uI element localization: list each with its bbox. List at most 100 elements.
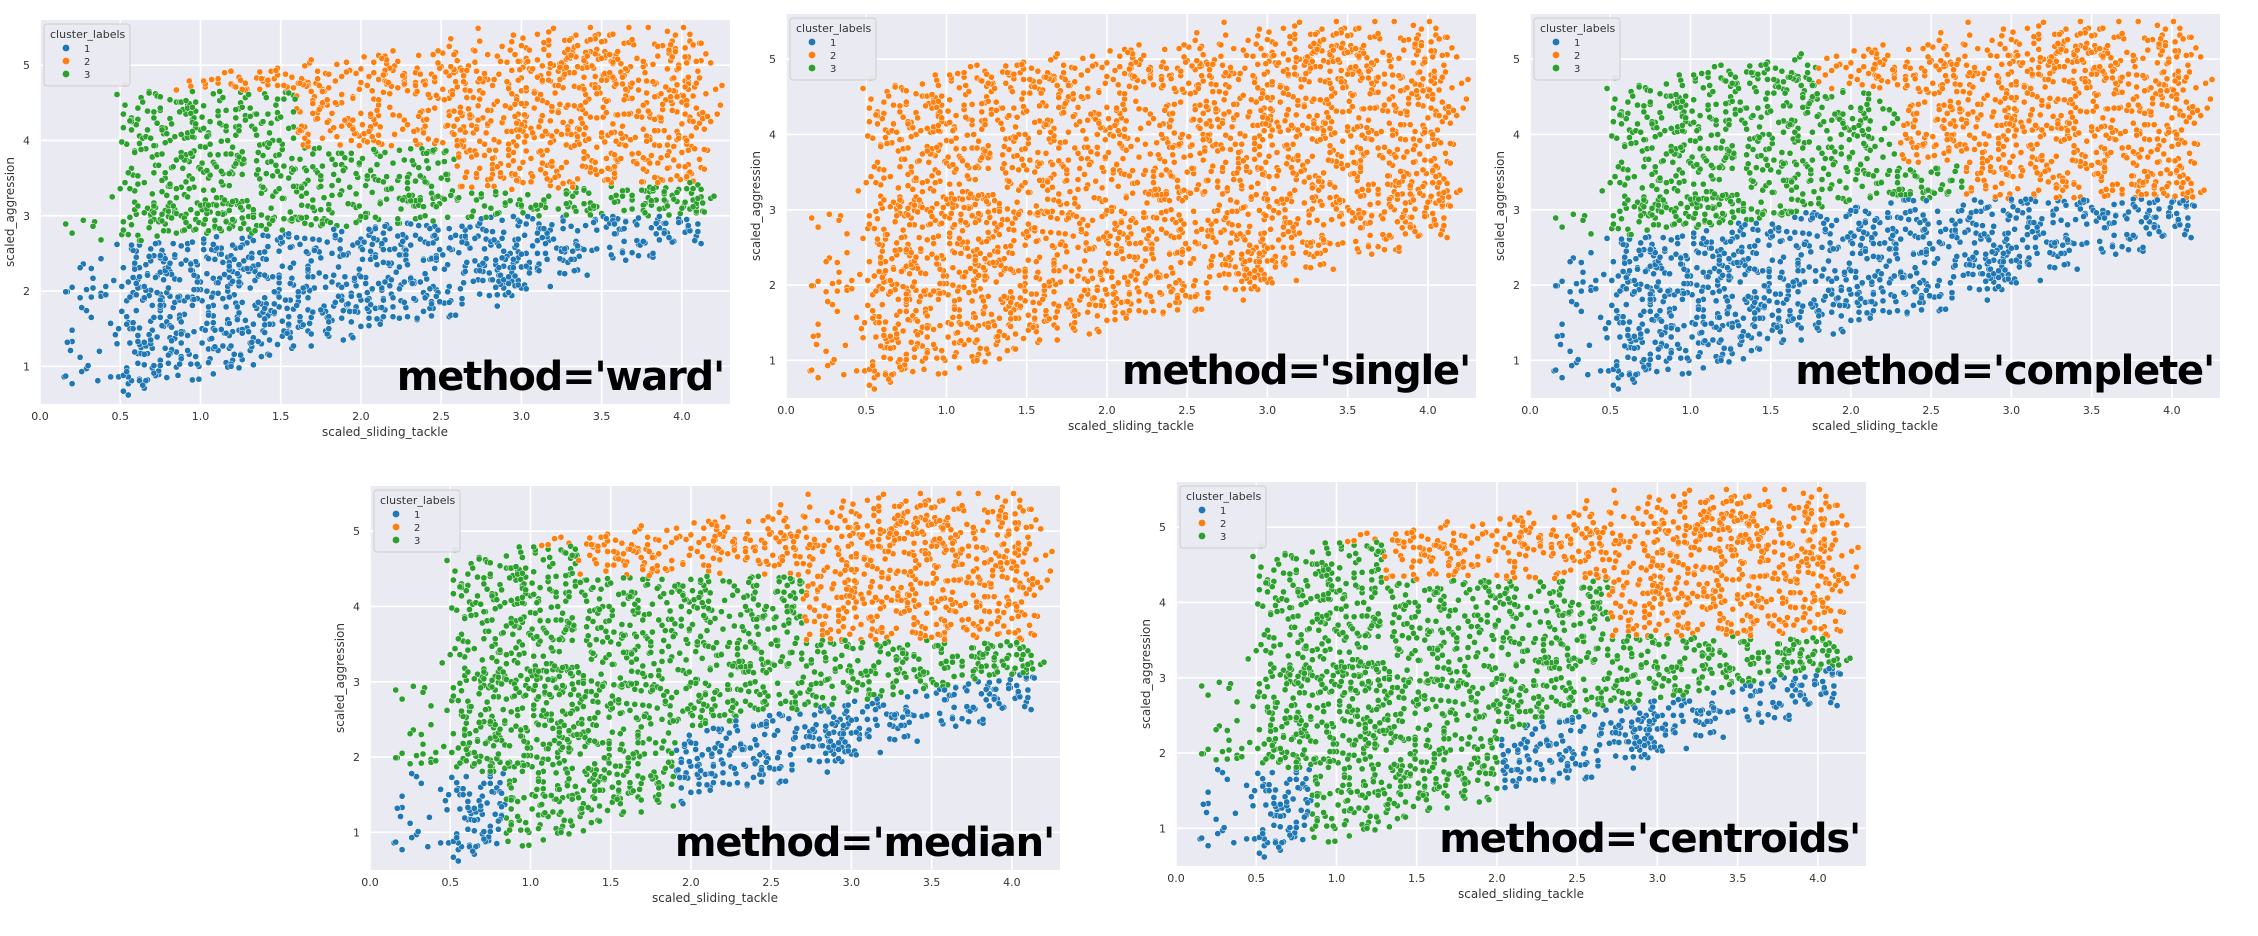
scatter-point <box>1215 271 1223 279</box>
scatter-point <box>468 183 476 191</box>
scatter-point <box>1036 336 1043 344</box>
scatter-point <box>1093 150 1101 158</box>
scatter-point <box>1010 237 1018 244</box>
scatter-point <box>975 192 982 199</box>
scatter-point <box>870 385 878 393</box>
scatter-point <box>1036 253 1043 261</box>
scatter-point <box>1418 42 1425 49</box>
scatter-point <box>545 192 553 200</box>
scatter-point <box>1193 57 1201 65</box>
scatter-point <box>994 248 1002 256</box>
scatter-point <box>441 96 448 104</box>
scatter-point <box>1256 151 1263 159</box>
scatter-point <box>376 123 384 131</box>
scatter-point <box>270 300 278 308</box>
scatter-point <box>511 100 519 108</box>
scatter-point <box>1239 296 1247 304</box>
scatter-point <box>874 158 881 166</box>
scatter-point <box>222 122 230 130</box>
scatter-point <box>1052 314 1059 321</box>
scatter-point <box>664 27 671 35</box>
scatter-point <box>132 280 140 287</box>
scatter-point <box>1307 264 1315 272</box>
scatter-point <box>1196 116 1204 124</box>
scatter-point <box>267 119 275 127</box>
scatter-point <box>963 131 971 139</box>
scatter-point <box>384 79 392 86</box>
scatter-point <box>261 305 269 312</box>
scatter-point <box>1328 118 1335 126</box>
scatter-point <box>980 264 987 272</box>
scatter-point <box>955 180 963 188</box>
scatter-point <box>441 158 448 165</box>
scatter-point <box>516 126 524 134</box>
scatter-point <box>1114 235 1122 242</box>
scatter-point <box>697 186 705 193</box>
scatter-point <box>1007 323 1015 330</box>
scatter-point <box>136 140 143 147</box>
scatter-point <box>648 197 655 205</box>
scatter-point <box>227 67 235 75</box>
scatter-point <box>1259 113 1266 121</box>
scatter-point <box>1304 125 1311 132</box>
scatter-point <box>570 69 578 77</box>
scatter-point <box>1020 335 1027 342</box>
scatter-point <box>567 118 575 125</box>
scatter-point <box>367 167 374 174</box>
scatter-point <box>598 38 605 46</box>
scatter-point <box>136 273 143 281</box>
scatter-point <box>416 235 424 243</box>
scatter-point <box>962 82 970 89</box>
scatter-point <box>333 133 341 141</box>
scatter-point <box>880 98 888 106</box>
scatter-point <box>694 220 702 228</box>
scatter-point <box>156 93 164 101</box>
legend-title: cluster_labels <box>50 28 126 41</box>
scatter-point <box>1312 30 1319 38</box>
scatter-point <box>1121 90 1128 98</box>
scatter-point <box>150 202 158 210</box>
scatter-point <box>872 179 880 187</box>
scatter-point <box>1222 284 1230 292</box>
scatter-point <box>493 97 501 105</box>
scatter-point <box>911 345 918 353</box>
scatter-point <box>1031 307 1039 315</box>
scatter-point <box>1331 183 1339 191</box>
scatter-point <box>1074 104 1082 111</box>
scatter-point <box>1103 317 1111 324</box>
scatter-point <box>620 96 628 104</box>
scatter-point <box>214 75 222 83</box>
scatter-point <box>161 139 169 147</box>
scatter-point <box>137 237 145 244</box>
scatter-point <box>1446 202 1454 210</box>
scatter-point <box>1405 94 1412 102</box>
scatter-point <box>1318 25 1326 33</box>
scatter-point <box>1021 145 1029 153</box>
scatter-point <box>635 149 642 157</box>
scatter-point <box>534 250 541 257</box>
scatter-point <box>583 52 591 60</box>
scatter-point <box>1219 164 1226 171</box>
scatter-point <box>1430 140 1438 148</box>
scatter-point <box>203 270 211 278</box>
scatter-point <box>678 149 686 156</box>
scatter-point <box>1169 110 1177 117</box>
scatter-point <box>907 163 915 171</box>
x-axis-label: scaled_sliding_tackle <box>322 425 448 439</box>
scatter-point <box>866 104 873 112</box>
scatter-point <box>1113 161 1120 168</box>
scatter-point <box>890 101 897 109</box>
scatter-point <box>102 283 110 290</box>
scatter-point <box>1395 72 1403 80</box>
scatter-point <box>1438 52 1446 59</box>
scatter-point <box>1060 61 1067 69</box>
scatter-point <box>355 292 363 299</box>
scatter-point <box>668 107 676 114</box>
scatter-point <box>1008 250 1016 257</box>
scatter-point <box>352 219 360 226</box>
scatter-point <box>142 261 150 269</box>
scatter-point <box>891 83 899 91</box>
scatter-point <box>1106 232 1114 240</box>
scatter-point <box>213 163 220 171</box>
scatter-point <box>1297 83 1305 91</box>
